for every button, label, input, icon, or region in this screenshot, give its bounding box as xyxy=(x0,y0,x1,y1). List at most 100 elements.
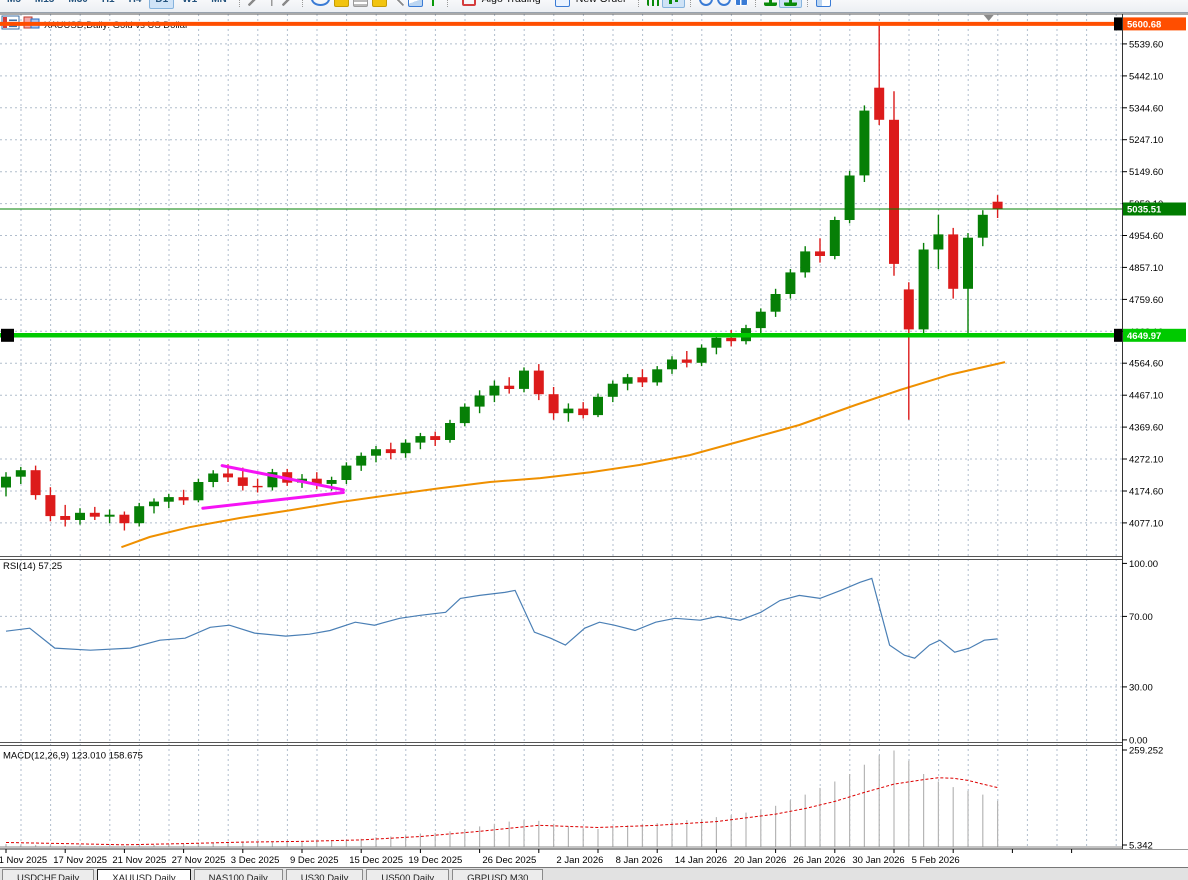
candle-body xyxy=(60,516,71,520)
chart-tab-usdchf[interactable]: USDCHF,Daily xyxy=(2,869,95,880)
candle-body xyxy=(637,377,648,383)
pennant-pattern[interactable] xyxy=(201,464,345,510)
cursor-icon[interactable] xyxy=(247,0,261,6)
chart-tab-nas100[interactable]: NAS100,Daily xyxy=(193,869,283,880)
text-tool-icon[interactable] xyxy=(352,0,368,7)
resistance-price-badge: 5600.68 xyxy=(1123,17,1186,31)
bar-chart-icon[interactable] xyxy=(646,0,660,6)
axis-tick-label: 5442.10 xyxy=(1129,71,1163,82)
candle-body xyxy=(681,359,692,363)
axis-tick-label: 30.00 xyxy=(1129,682,1153,693)
docking-icon[interactable] xyxy=(815,0,831,7)
objects-icon[interactable] xyxy=(371,0,387,7)
axis-tick-label: 0.00 xyxy=(1129,735,1148,746)
panel-borders xyxy=(0,13,1188,850)
candle-body xyxy=(75,512,85,520)
timeframe-h4[interactable]: H4 xyxy=(123,0,148,9)
timeframe-m30[interactable]: M30 xyxy=(62,0,93,9)
candle-body xyxy=(785,272,796,294)
axis-tick-label: 4564.60 xyxy=(1129,359,1163,370)
indicators-icon[interactable] xyxy=(407,0,423,7)
rsi-label: RSI(14) 57.25 xyxy=(3,561,62,572)
date-label: 14 Jan 2026 xyxy=(675,855,727,866)
tile-windows-icon[interactable] xyxy=(734,0,748,6)
toolbar-items: M5M15M30H1H4D1W1MN Algo Trading New Orde… xyxy=(0,0,833,12)
date-label: 26 Dec 2025 xyxy=(482,855,536,866)
timeframe-h1[interactable]: H1 xyxy=(96,0,121,9)
axis-tick-label: 5247.10 xyxy=(1129,135,1163,146)
candle-body xyxy=(178,497,189,501)
axis-tick-label: 70.00 xyxy=(1129,612,1153,623)
axis-tick-label: 5149.60 xyxy=(1129,167,1163,178)
axis-tick-label: 4272.10 xyxy=(1129,455,1163,466)
candle-body xyxy=(667,359,677,370)
ellipse-icon[interactable] xyxy=(310,0,330,6)
candle-body xyxy=(356,455,367,466)
candle-body xyxy=(311,478,322,484)
candle-body xyxy=(430,436,441,440)
zoom-in-icon[interactable] xyxy=(698,0,713,6)
candle-body xyxy=(134,506,145,524)
top-toolbar: M5M15M30H1H4D1W1MN Algo Trading New Orde… xyxy=(0,0,1188,13)
crosshair-icon[interactable] xyxy=(264,0,278,6)
candle-body xyxy=(696,347,707,363)
macd-histogram xyxy=(5,750,999,847)
trendline-icon[interactable] xyxy=(281,0,295,6)
candle-body xyxy=(800,251,811,273)
candle-body xyxy=(45,495,56,517)
timeframe-w1[interactable]: W1 xyxy=(176,0,203,9)
candle-body xyxy=(578,408,589,416)
candle-body xyxy=(963,237,973,289)
cycle-lines-icon[interactable] xyxy=(390,0,404,6)
date-label: 21 Nov 2025 xyxy=(112,855,166,866)
algo-trading-button[interactable]: Algo Trading xyxy=(454,0,547,8)
date-label: 2 Jan 2026 xyxy=(556,855,603,866)
axis-tick-label: 259.252 xyxy=(1129,746,1163,757)
price-axis[interactable]: 5539.605442.105344.605247.105149.605052.… xyxy=(1122,14,1188,852)
candle-body xyxy=(622,377,633,384)
chart-tab-us500[interactable]: US500,Daily xyxy=(366,869,450,880)
candle-body xyxy=(474,395,485,407)
candle-body xyxy=(267,472,278,488)
candle-body xyxy=(208,473,219,482)
date-label: 5 Feb 2026 xyxy=(912,855,960,866)
candle-body xyxy=(607,383,618,397)
axis-tick-label: 4077.10 xyxy=(1129,518,1163,529)
line-handles[interactable] xyxy=(1,17,1127,342)
chart-tab-us30[interactable]: US30,Daily xyxy=(285,869,364,880)
chart-tab-xauusd[interactable]: XAUUSD,Daily xyxy=(97,869,191,880)
candle-body xyxy=(15,470,26,477)
candle-body xyxy=(874,87,885,120)
new-order-button[interactable]: New Order xyxy=(547,0,633,9)
chart-tab-gbpusd[interactable]: GBPUSD,M30 xyxy=(452,869,544,880)
timeframe-d1[interactable]: D1 xyxy=(149,0,175,9)
candle-body xyxy=(371,449,381,456)
time-axis[interactable]: 11 Nov 2025 17 Nov 2025 21 Nov 2025 27 Nov … xyxy=(0,849,1073,866)
line-handle[interactable] xyxy=(1,328,14,342)
svg-text:4649.97: 4649.97 xyxy=(1127,331,1161,342)
svg-text:5035.51: 5035.51 xyxy=(1127,205,1162,216)
candlestick-chart-button[interactable] xyxy=(661,0,685,8)
chart-shift-button[interactable] xyxy=(778,0,802,8)
timeframe-m15[interactable]: M15 xyxy=(29,0,60,9)
toolbar-separator xyxy=(301,0,304,7)
auto-scroll-icon[interactable] xyxy=(763,0,777,6)
candle-body xyxy=(504,385,515,389)
chart-canvas[interactable]: XAUUSD,Daily: Gold vs US Dollar5539.6054… xyxy=(0,12,1188,867)
date-label: 17 Nov 2025 xyxy=(53,855,107,866)
candle-body xyxy=(1,476,11,488)
svg-text:5600.68: 5600.68 xyxy=(1127,19,1161,30)
date-label: 3 Dec 2025 xyxy=(231,855,280,866)
timeframe-m5[interactable]: M5 xyxy=(1,0,27,9)
new-order-icon xyxy=(554,0,570,7)
candle-body xyxy=(193,482,204,501)
add-indicator-icon[interactable] xyxy=(426,0,440,6)
zoom-out-icon[interactable] xyxy=(716,0,731,6)
algo-trading-label: Algo Trading xyxy=(482,0,541,5)
timeframe-mn[interactable]: MN xyxy=(205,0,233,9)
candle-body xyxy=(519,370,529,389)
candlestick-chart-icon xyxy=(666,0,680,6)
shapes-icon[interactable] xyxy=(333,0,349,7)
candle-body xyxy=(459,406,470,424)
candle-body xyxy=(652,369,663,383)
